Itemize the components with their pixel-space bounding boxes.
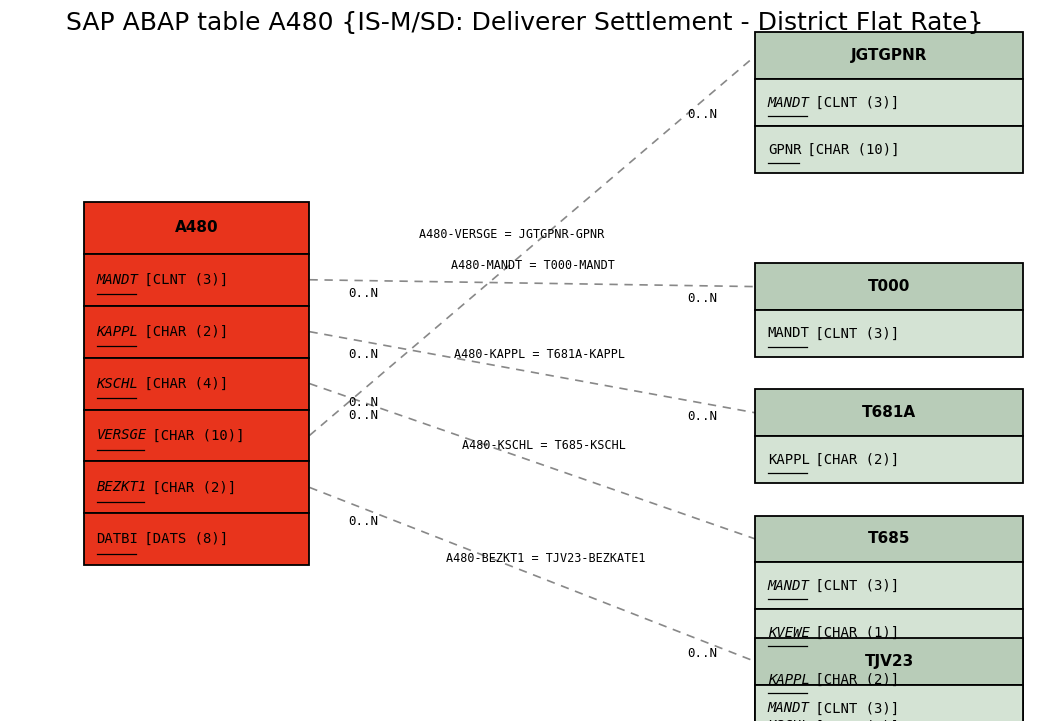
Text: KSCHL: KSCHL [768,720,810,721]
Bar [755,436,1023,483]
Text: [CHAR (10)]: [CHAR (10)] [144,428,244,443]
Text: DATBI: DATBI [97,532,138,547]
Text: 0..N: 0..N [687,410,716,423]
Bar [755,609,1023,656]
Bar [755,703,1023,721]
Bar [84,254,309,306]
Text: T685: T685 [868,531,911,547]
Text: KAPPL: KAPPL [97,324,138,339]
Text: [CHAR (2)]: [CHAR (2)] [807,453,899,466]
Text: [CHAR (2)]: [CHAR (2)] [807,673,899,686]
Text: 0..N: 0..N [687,292,716,305]
Bar [84,461,309,513]
Text: A480-MANDT = T000-MANDT: A480-MANDT = T000-MANDT [451,259,615,272]
Text: MANDT: MANDT [768,327,810,340]
Text: A480-VERSGE = JGTGPNR-GPNR: A480-VERSGE = JGTGPNR-GPNR [420,228,604,241]
Text: [CHAR (1)]: [CHAR (1)] [807,626,899,640]
Bar [755,516,1023,562]
Text: [CLNT (3)]: [CLNT (3)] [807,702,899,715]
Text: A480: A480 [175,221,218,235]
Text: 0..N: 0..N [687,108,716,121]
Bar [755,263,1023,310]
Bar [84,358,309,410]
Text: [CHAR (4)]: [CHAR (4)] [136,376,228,391]
Text: JGTGPNR: JGTGPNR [851,48,927,63]
Text: 0..N: 0..N [348,409,378,422]
Text: KAPPL: KAPPL [768,453,810,466]
Text: A480-KAPPL = T681A-KAPPL: A480-KAPPL = T681A-KAPPL [453,348,624,361]
Bar [84,410,309,461]
Text: 0..N: 0..N [348,348,378,361]
Text: MANDT: MANDT [768,702,810,715]
Text: [DATS (8)]: [DATS (8)] [136,532,228,547]
Text: [CHAR (2)]: [CHAR (2)] [144,480,236,495]
Bar [755,638,1023,685]
Text: KVEWE: KVEWE [768,626,810,640]
Text: A480-BEZKT1 = TJV23-BEZKATE1: A480-BEZKT1 = TJV23-BEZKATE1 [446,552,645,565]
Text: 0..N: 0..N [687,647,716,660]
Text: [CLNT (3)]: [CLNT (3)] [807,96,899,110]
Text: [CLNT (3)]: [CLNT (3)] [136,273,228,287]
Text: MANDT: MANDT [768,579,810,593]
Text: [CLNT (3)]: [CLNT (3)] [807,327,899,340]
Text: 0..N: 0..N [348,287,378,300]
Text: [CHAR (2)]: [CHAR (2)] [136,324,228,339]
Text: BEZKT1: BEZKT1 [97,480,147,495]
Bar [755,32,1023,79]
Bar [755,79,1023,126]
Bar [755,562,1023,609]
Bar [755,389,1023,436]
Bar [84,513,309,565]
Text: KSCHL: KSCHL [97,376,138,391]
Text: T000: T000 [868,279,911,294]
Bar [84,306,309,358]
Text: [CLNT (3)]: [CLNT (3)] [807,579,899,593]
Text: T681A: T681A [862,405,916,420]
Text: 0..N: 0..N [348,515,378,528]
Text: [CHAR (4)]: [CHAR (4)] [807,720,899,721]
Text: TJV23: TJV23 [864,654,914,669]
Bar [84,202,309,254]
Bar [755,126,1023,173]
Text: A480-KSCHL = T685-KSCHL: A480-KSCHL = T685-KSCHL [463,438,626,451]
Text: SAP ABAP table A480 {IS-M/SD: Deliverer Settlement - District Flat Rate}: SAP ABAP table A480 {IS-M/SD: Deliverer … [66,11,983,35]
Bar [755,656,1023,703]
Text: KAPPL: KAPPL [768,673,810,686]
Bar [755,685,1023,721]
Text: MANDT: MANDT [768,96,810,110]
Bar [755,310,1023,357]
Text: VERSGE: VERSGE [97,428,147,443]
Text: MANDT: MANDT [97,273,138,287]
Text: 0..N: 0..N [348,397,378,410]
Text: GPNR: GPNR [768,143,801,156]
Text: [CHAR (10)]: [CHAR (10)] [799,143,900,156]
